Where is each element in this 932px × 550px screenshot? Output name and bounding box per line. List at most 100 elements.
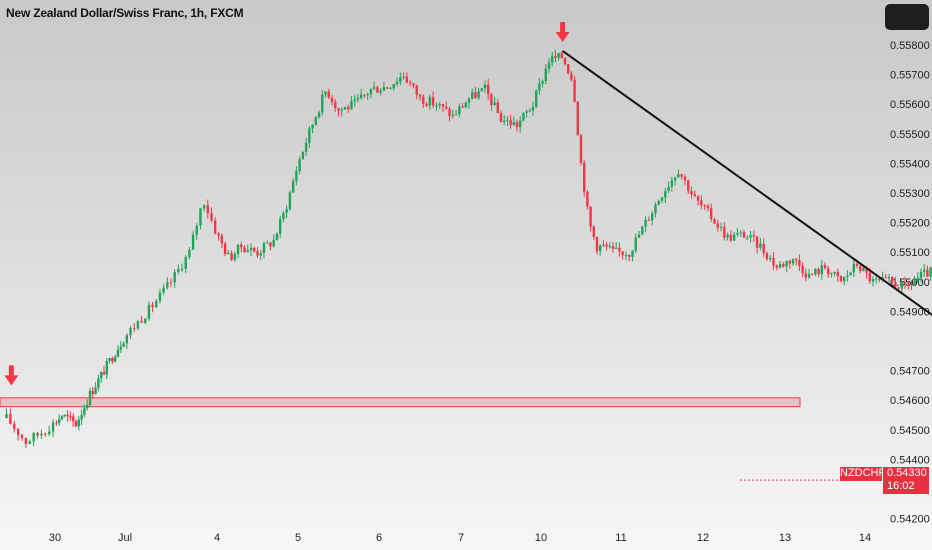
candle-body: [788, 260, 791, 264]
candle-body: [599, 245, 602, 252]
candle-body: [778, 263, 782, 268]
candle-body: [836, 271, 839, 276]
candle-body: [579, 135, 583, 163]
y-axis-tick: 0.55200: [890, 218, 930, 230]
candle-body: [415, 85, 418, 95]
x-axis-tick: 12: [697, 532, 709, 544]
candle-body: [275, 233, 279, 240]
candle-body: [557, 53, 560, 58]
candle-body: [100, 372, 103, 379]
candle-body: [363, 94, 366, 96]
candle-body: [223, 243, 227, 255]
candle-body: [762, 243, 765, 254]
candle-body: [282, 212, 285, 220]
candle-body: [369, 88, 373, 95]
candle-body: [823, 265, 827, 269]
candle-body: [926, 269, 929, 277]
candle-body: [382, 87, 386, 91]
candle-body: [716, 223, 719, 228]
candle-body: [55, 422, 58, 424]
candle-body: [86, 404, 89, 409]
candle-body: [288, 192, 292, 210]
candle-body: [528, 110, 531, 112]
candle-body: [461, 106, 464, 108]
candle-body: [560, 53, 563, 59]
candle-body: [894, 282, 897, 288]
candle-body: [83, 408, 86, 415]
candle-body: [243, 247, 246, 253]
candle-body: [820, 265, 823, 275]
candle-body: [435, 105, 438, 107]
candle-body: [782, 263, 785, 267]
candle-body: [210, 213, 213, 221]
candle-body: [907, 282, 910, 285]
candle-body: [680, 174, 683, 177]
candle-body: [852, 263, 855, 273]
candle-body: [621, 251, 624, 256]
x-axis-tick: 6: [376, 532, 382, 544]
y-axis-tick: 0.54400: [890, 454, 930, 466]
candle-body: [129, 328, 132, 336]
candle-body: [91, 390, 94, 394]
candle-body: [843, 276, 846, 282]
candle-body: [897, 287, 900, 289]
candle-body: [5, 413, 8, 418]
candle-body: [266, 242, 269, 244]
y-axis-tick: 0.55500: [890, 129, 930, 141]
candle-body: [308, 128, 311, 143]
candle-body: [359, 94, 363, 99]
candle-body: [693, 194, 696, 197]
candle-body: [749, 235, 752, 238]
candle-body: [448, 108, 451, 117]
candle-body: [641, 226, 644, 235]
candle-body: [166, 282, 169, 288]
candle-body: [833, 271, 836, 274]
candle-body: [483, 84, 487, 89]
candle-body: [88, 390, 92, 405]
candle-body: [742, 232, 746, 238]
y-axis-tick: 0.55400: [890, 158, 930, 170]
candle-body: [595, 237, 599, 252]
candle-body: [230, 252, 233, 260]
candle-body: [713, 218, 716, 224]
candle-body: [583, 162, 586, 192]
candle-body: [570, 73, 573, 80]
candle-body: [256, 251, 259, 256]
candle-body: [512, 122, 515, 126]
candle-body: [94, 387, 97, 394]
symbol-tag: NZDCHF: [840, 467, 886, 481]
candle-body: [317, 112, 321, 118]
candle-body: [554, 56, 557, 58]
arrow-down-icon: [8, 365, 14, 376]
candle-body: [855, 263, 859, 266]
candle-body: [428, 97, 432, 106]
toolbar-button[interactable]: [885, 4, 929, 30]
last-price-value: 0.54330: [887, 467, 927, 479]
candle-body: [60, 416, 64, 420]
chart-title: New Zealand Dollar/Swiss Franc, 1h, FXCM: [6, 6, 244, 20]
candle-body: [418, 94, 422, 97]
candle-body: [44, 433, 47, 435]
candle-body: [262, 243, 266, 254]
candle-body: [611, 246, 615, 249]
candle-body: [723, 226, 726, 238]
candle-body: [114, 356, 117, 362]
candle-body: [919, 271, 923, 278]
candle-body: [618, 247, 621, 252]
x-axis-tick: 10: [535, 532, 547, 544]
candle-body: [913, 280, 916, 285]
candle-body: [13, 423, 16, 429]
candle-body: [441, 104, 445, 107]
candle-body: [431, 97, 435, 106]
candle-body: [670, 180, 674, 187]
candle-body: [522, 113, 525, 121]
candle-body: [324, 91, 327, 95]
candle-body: [887, 277, 891, 279]
candle-body: [519, 120, 522, 128]
candle-body: [32, 433, 35, 442]
candle-body: [47, 431, 51, 435]
candle-body: [259, 253, 262, 256]
candle-body: [700, 200, 703, 206]
y-axis-tick: 0.54200: [890, 514, 930, 526]
